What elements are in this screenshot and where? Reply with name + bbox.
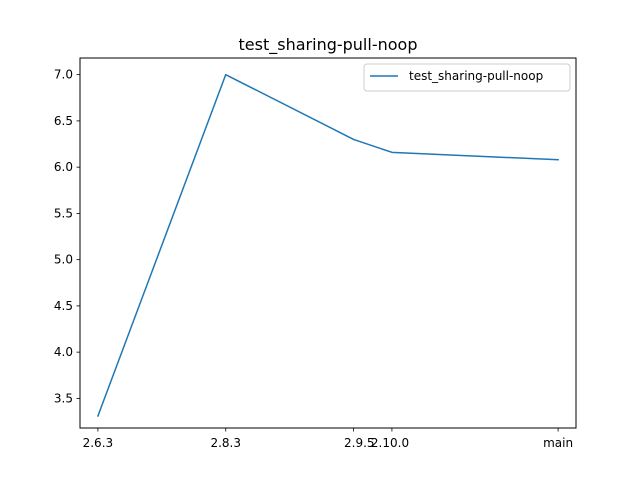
x-tick-label: 2.10.0 xyxy=(371,436,409,450)
legend-label: test_sharing-pull-noop xyxy=(409,69,543,83)
y-tick-label: 6.5 xyxy=(54,114,73,128)
y-tick-label: 3.5 xyxy=(54,391,73,405)
plot-frame xyxy=(80,58,576,428)
x-tick-label: main xyxy=(543,436,573,450)
chart-title: test_sharing-pull-noop xyxy=(239,35,418,55)
legend: test_sharing-pull-noop xyxy=(364,64,570,91)
y-tick-label: 5.0 xyxy=(54,253,73,267)
y-tick-label: 6.0 xyxy=(54,160,73,174)
series-layer xyxy=(98,75,558,416)
series-line xyxy=(98,75,558,416)
y-axis: 3.5 4.0 4.5 5.0 5.5 6.0 6.5 7.0 xyxy=(54,68,80,406)
x-tick-label: 2.6.3 xyxy=(83,436,114,450)
y-tick-label: 4.0 xyxy=(54,345,73,359)
y-tick-label: 5.5 xyxy=(54,206,73,220)
y-tick-label: 4.5 xyxy=(54,299,73,313)
y-tick-label: 7.0 xyxy=(54,68,73,82)
x-tick-label: 2.8.3 xyxy=(210,436,241,450)
